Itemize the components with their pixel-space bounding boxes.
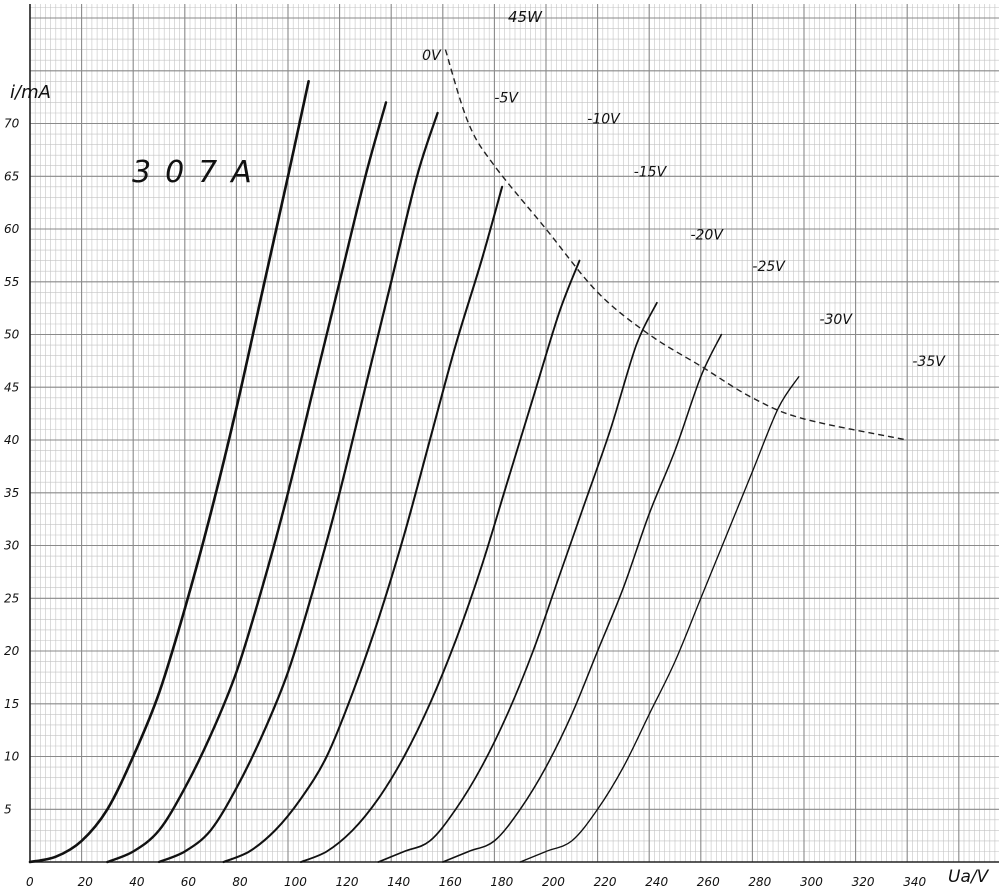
labels: 307A i/mA Ua/V 45W bbox=[10, 8, 990, 887]
x-tick-label: 240 bbox=[645, 875, 668, 889]
series-label: -5V bbox=[494, 90, 519, 106]
y-tick-label: 70 bbox=[4, 117, 20, 131]
y-tick-label: 40 bbox=[4, 433, 20, 447]
x-tick-label: 160 bbox=[439, 875, 462, 889]
plate-curves: 0V -5V -10V -15V -20V -25V -30V -35V bbox=[28, 48, 946, 864]
dissipation-curve bbox=[444, 49, 908, 441]
series-label: -10V bbox=[587, 112, 621, 128]
series-label: -20V bbox=[690, 228, 724, 244]
y-tick-label: 45 bbox=[4, 380, 19, 394]
x-tick-label: 0 bbox=[26, 875, 34, 889]
y-tick-label: 10 bbox=[4, 750, 20, 764]
x-tick-label: 200 bbox=[542, 875, 565, 889]
series-label: -30V bbox=[819, 312, 853, 328]
y-tick-label: 65 bbox=[4, 169, 19, 183]
y-tick-label: 15 bbox=[4, 697, 19, 711]
curve-5V bbox=[106, 101, 388, 864]
x-tick-label: 80 bbox=[232, 875, 248, 889]
curve-30V bbox=[442, 333, 723, 863]
curve-25V bbox=[377, 301, 658, 863]
major-grid-lines bbox=[29, 4, 999, 863]
tick-labels: 0 20 40 60 80 100 120 140 160 180 200 220 240 260 280 3… bbox=[4, 117, 926, 890]
minor-grid-lines bbox=[29, 4, 999, 863]
dissipation-line bbox=[444, 49, 908, 441]
x-tick-label: 320 bbox=[852, 875, 875, 889]
series-label: -35V bbox=[912, 354, 946, 370]
y-tick-label: 50 bbox=[4, 328, 20, 342]
x-tick-label: 260 bbox=[697, 875, 720, 889]
y-tick-label: 35 bbox=[4, 486, 19, 500]
curve-15V bbox=[222, 185, 504, 864]
axes bbox=[29, 4, 999, 863]
x-tick-label: 300 bbox=[800, 875, 823, 889]
curve-20V bbox=[299, 259, 581, 863]
dissipation-label: 45W bbox=[508, 8, 543, 26]
series-label: -15V bbox=[634, 164, 668, 180]
x-tick-label: 180 bbox=[490, 875, 513, 889]
x-tick-label: 220 bbox=[594, 875, 617, 889]
y-axis-label: i/mA bbox=[10, 82, 51, 103]
x-tick-label: 60 bbox=[181, 875, 197, 889]
chart-title: 307A bbox=[132, 155, 266, 190]
minor-grid bbox=[29, 4, 999, 863]
x-tick-label: 40 bbox=[129, 875, 145, 889]
series-label: -25V bbox=[752, 259, 786, 275]
y-tick-label: 60 bbox=[4, 222, 20, 236]
series-label: 0V bbox=[422, 48, 442, 64]
x-tick-label: 20 bbox=[78, 875, 94, 889]
curve-0V bbox=[28, 80, 310, 864]
y-tick-label: 5 bbox=[4, 802, 12, 816]
x-tick-label: 120 bbox=[336, 875, 359, 889]
curve-10V bbox=[157, 111, 439, 864]
x-tick-label: 140 bbox=[387, 875, 410, 889]
curve-35V bbox=[519, 376, 800, 863]
x-tick-label: 100 bbox=[284, 875, 307, 889]
y-tick-label: 20 bbox=[4, 644, 20, 658]
y-tick-label: 25 bbox=[4, 591, 19, 605]
major-grid bbox=[29, 4, 999, 863]
y-tick-label: 55 bbox=[4, 275, 19, 289]
x-tick-label: 340 bbox=[903, 875, 926, 889]
x-tick-label: 280 bbox=[748, 875, 771, 889]
x-axis-label: Ua/V bbox=[948, 867, 990, 887]
y-tick-label: 30 bbox=[4, 539, 20, 553]
